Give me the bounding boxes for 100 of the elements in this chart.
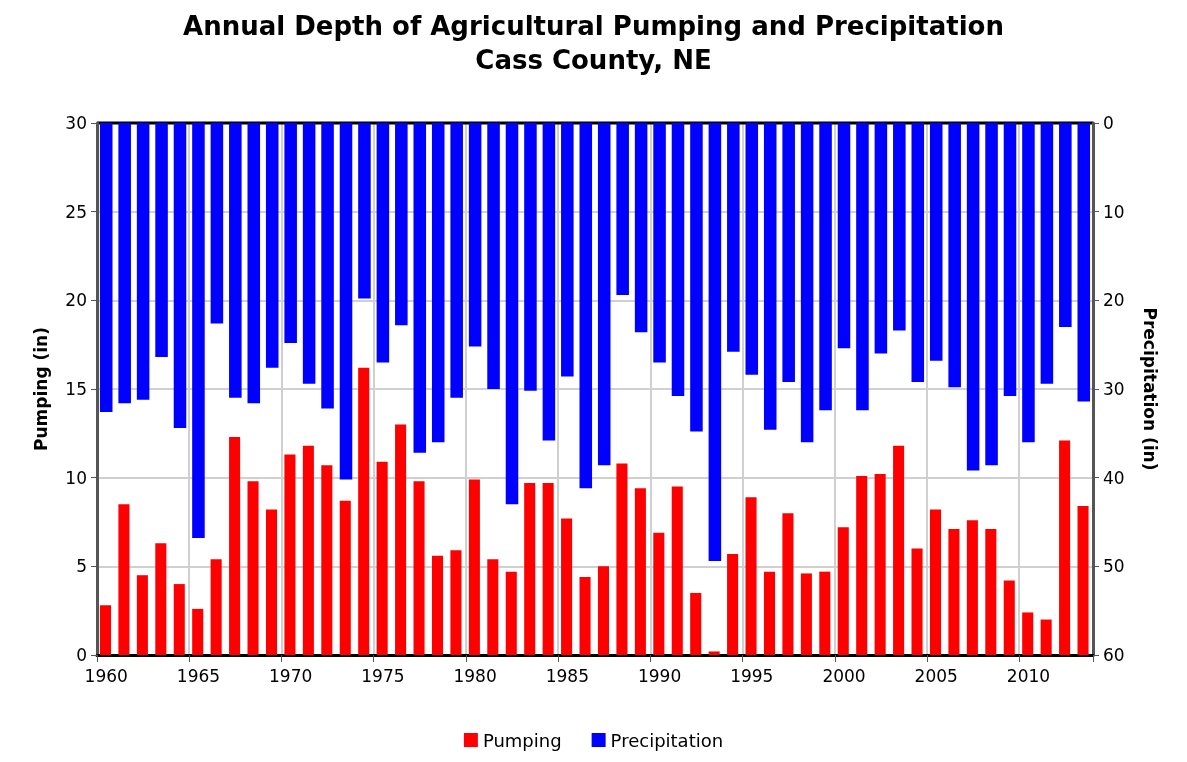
bar — [671, 123, 685, 397]
bar — [985, 529, 997, 655]
legend-label: Pumping — [482, 729, 562, 751]
y2-tick-label: 0 — [1103, 113, 1114, 133]
bar — [948, 529, 960, 655]
bar — [524, 123, 537, 391]
bar — [284, 123, 297, 343]
bar — [782, 513, 794, 655]
bar — [1022, 612, 1034, 655]
x-tick-label: 2000 — [822, 665, 866, 686]
y2-tick-label: 50 — [1103, 556, 1125, 577]
bar — [616, 463, 628, 655]
bar — [505, 571, 517, 655]
bar — [247, 123, 261, 404]
bar — [99, 123, 113, 413]
x-tick-label: 1965 — [176, 665, 221, 686]
bar — [745, 497, 757, 655]
bar — [450, 123, 463, 398]
bar — [321, 123, 334, 409]
bar — [1040, 123, 1054, 384]
bar — [431, 123, 445, 443]
bar — [210, 123, 224, 324]
bar — [118, 504, 130, 655]
bar — [690, 592, 702, 655]
bar — [1003, 580, 1015, 655]
y-tick-label: 20 — [65, 290, 87, 311]
bar — [302, 123, 316, 384]
bar — [966, 123, 980, 471]
bar — [302, 445, 314, 655]
bar — [819, 571, 831, 655]
bar — [450, 550, 462, 655]
bar — [782, 123, 795, 382]
bar — [929, 509, 942, 655]
bar — [948, 123, 961, 388]
bar — [763, 571, 776, 655]
bar — [487, 559, 499, 655]
bar — [893, 123, 906, 331]
x-tick-label: 1995 — [730, 665, 774, 686]
bar — [616, 123, 629, 296]
y-tick-label: 5 — [76, 556, 87, 577]
bar — [856, 123, 869, 411]
bar — [911, 123, 925, 382]
bar — [653, 532, 665, 655]
bar — [1077, 506, 1089, 655]
bar — [173, 123, 187, 429]
bar — [1077, 123, 1091, 402]
x-tick-label: 1960 — [84, 665, 128, 686]
bar — [727, 553, 739, 655]
bar — [1040, 619, 1052, 655]
bar — [413, 481, 425, 655]
bar — [800, 123, 814, 443]
bar — [247, 481, 259, 655]
bar — [265, 123, 279, 368]
bar — [763, 123, 777, 430]
bar — [155, 543, 167, 655]
bar — [1059, 440, 1071, 655]
bar — [192, 608, 204, 655]
bar — [561, 518, 573, 655]
bar — [468, 479, 480, 655]
bar — [395, 424, 407, 655]
bar — [837, 527, 849, 655]
y2-tick-label: 20 — [1103, 290, 1125, 311]
bar — [118, 123, 131, 404]
bar — [911, 548, 923, 655]
bar — [1022, 123, 1035, 443]
bar — [155, 123, 168, 358]
bar — [800, 573, 812, 655]
chart-title: Annual Depth of Agricultural Pumping and Precipitation — [183, 11, 1004, 41]
bar — [376, 461, 388, 655]
bar — [99, 605, 112, 655]
bar — [856, 475, 868, 655]
y2-axis-title: Precipitation (in) — [1139, 307, 1160, 471]
bar — [634, 123, 648, 333]
y-tick-label: 10 — [65, 467, 87, 488]
x-tick-label: 1975 — [361, 665, 405, 686]
bar — [136, 575, 148, 655]
bar — [874, 474, 886, 655]
y-tick-label: 0 — [76, 645, 87, 665]
bar — [284, 454, 296, 655]
bar — [395, 123, 408, 326]
bar — [229, 436, 241, 655]
bar — [487, 123, 500, 389]
x-tick-label: 1980 — [453, 665, 497, 686]
y-tick-label: 25 — [65, 201, 87, 222]
x-tick-label: 2010 — [1006, 665, 1051, 686]
x-tick-label: 1990 — [637, 665, 682, 686]
bar — [136, 123, 150, 400]
bar — [874, 123, 888, 354]
bar — [708, 123, 722, 562]
chart-subtitle: Cass County, NE — [475, 45, 712, 75]
y2-tick-label: 40 — [1103, 467, 1125, 488]
bar — [505, 123, 519, 505]
bar — [265, 509, 278, 655]
bar — [192, 123, 205, 538]
bar — [524, 482, 536, 655]
bar — [376, 123, 390, 363]
bar — [1003, 123, 1017, 397]
bar — [745, 123, 759, 375]
bar — [358, 367, 370, 655]
bar — [579, 123, 593, 489]
